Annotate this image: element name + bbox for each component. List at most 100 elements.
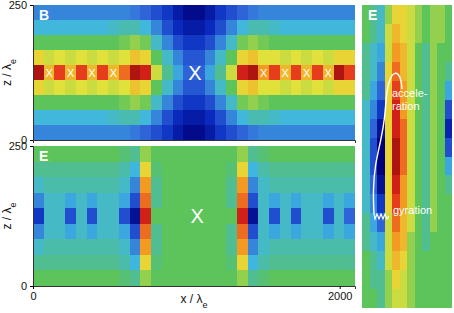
cell [370,62,378,82]
cell [362,194,370,214]
cell [173,50,184,66]
cell [280,162,291,178]
cell [344,146,355,162]
cell [97,162,108,178]
cell [76,95,87,111]
cell [323,255,334,271]
cell [226,224,237,240]
cell [445,194,453,214]
cell [248,177,259,193]
cell [87,239,98,255]
cell [205,270,216,286]
cell [162,146,173,162]
cell [291,35,302,51]
cell [385,251,393,271]
cell [280,208,291,224]
cell [301,162,312,178]
cell [44,239,55,255]
cell [258,193,269,209]
cell [237,80,248,96]
cell [400,43,408,63]
cell [344,208,355,224]
cell [422,232,430,252]
cell [108,50,119,66]
cell [400,119,408,139]
cell [33,224,44,240]
cell [280,5,291,21]
cell [97,35,108,51]
cell [248,239,259,255]
cell [430,43,438,63]
cell [269,224,280,240]
cell [334,239,345,255]
cell [400,5,408,25]
panel: EX025002000 [9,140,356,302]
cell [119,110,130,126]
cell [162,20,173,36]
cell [312,177,323,193]
cell [119,208,130,224]
cell [76,65,87,81]
cell [415,5,423,25]
cell [344,5,355,21]
cell [400,175,408,195]
cell [248,224,259,240]
cell [362,138,370,158]
cell [237,110,248,126]
cell [44,255,55,271]
cell [334,65,345,81]
cell [87,125,98,140]
cell [312,208,323,224]
cell [301,80,312,96]
cell [323,80,334,96]
cell [269,65,280,81]
cell [97,95,108,111]
cell [407,175,415,195]
x-point-label: X [324,67,332,79]
cell [87,20,98,36]
cell [445,43,453,63]
cell [362,175,370,195]
cell [445,5,453,25]
cell [407,232,415,252]
cell [407,43,415,63]
cell [119,95,130,111]
cell [151,255,162,271]
cell [194,110,205,126]
cell [377,43,385,63]
cell [183,239,194,255]
cell [392,251,400,271]
tick-label: 2000 [328,290,352,302]
cell [334,255,345,271]
cell [140,125,151,140]
cell [76,125,87,140]
cell [258,125,269,140]
cell [362,24,370,44]
tick-label: 0 [21,280,27,292]
cell [415,232,423,252]
panel-title: E [368,7,377,23]
cell [173,193,184,209]
cell [400,138,408,158]
cell [65,162,76,178]
cell [162,35,173,51]
cell [215,239,226,255]
cell [312,239,323,255]
cell [334,125,345,140]
cell [226,20,237,36]
cell [151,65,162,81]
cell [362,289,370,308]
cell [140,35,151,51]
cell [269,270,280,286]
tick: 250 [9,0,33,11]
cell [334,208,345,224]
cell [377,157,385,177]
cell [430,81,438,101]
cell [194,162,205,178]
cell [269,239,280,255]
cell [119,35,130,51]
cell [301,35,312,51]
cell [301,208,312,224]
cell [226,208,237,224]
tick: 2000 [328,286,352,302]
